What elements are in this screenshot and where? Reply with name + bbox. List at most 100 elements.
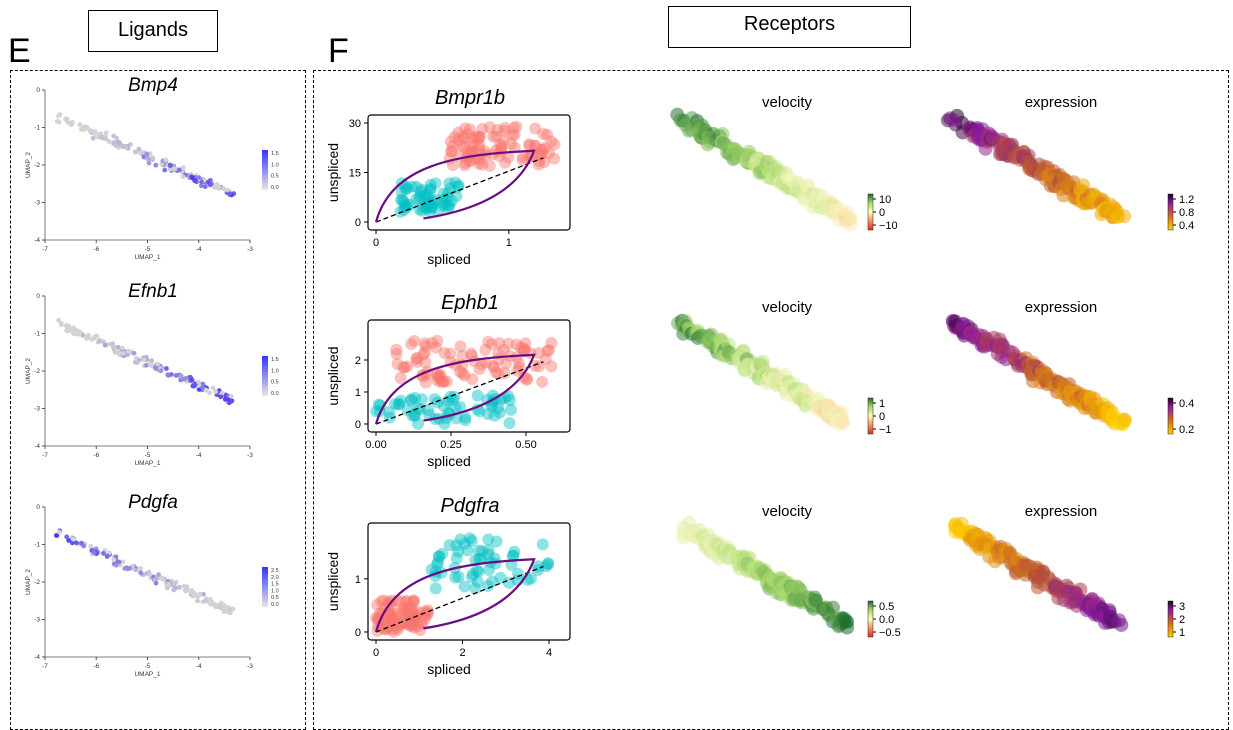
phase-point <box>391 623 404 636</box>
y-tick-label: -3 <box>34 200 40 207</box>
cell-point <box>177 167 182 173</box>
embedding-point <box>1110 209 1125 224</box>
x-axis-label: spliced <box>427 251 471 267</box>
y-axis-label: unspliced <box>325 552 341 611</box>
phase-point <box>407 595 420 608</box>
phase-point <box>436 375 449 388</box>
legend-tick-label: 0.5 <box>271 174 279 180</box>
phase-point <box>424 182 437 195</box>
phase-point <box>465 571 478 584</box>
phase-point <box>461 544 474 557</box>
expression-title: expression <box>1025 503 1098 520</box>
phase-point <box>414 617 427 630</box>
cell-point <box>167 162 173 168</box>
ligand-plot-efnb1: Efnb1 -7 -6 -5 -4 -3 0 -1 -2 -3 -4 UMAP_1 UMAP_2 1.5… <box>25 281 279 467</box>
cell-point <box>199 179 204 185</box>
y-axis-label: unspliced <box>325 346 341 405</box>
phase-point <box>449 571 462 584</box>
phase-point <box>458 369 471 382</box>
phase-point <box>390 347 403 360</box>
cell-point <box>173 373 179 378</box>
y-tick-label: 0 <box>355 217 361 229</box>
phase-point <box>400 604 413 617</box>
cell-point <box>152 365 158 371</box>
x-tick-label: 0.25 <box>440 439 461 451</box>
phase-point <box>416 183 429 196</box>
phase-point <box>377 594 390 607</box>
phase-point <box>459 156 472 169</box>
phase-point <box>431 396 444 409</box>
cell-point <box>81 127 87 133</box>
phase-point <box>431 558 444 571</box>
cell-point <box>133 567 139 573</box>
y-tick-label: -2 <box>34 368 40 375</box>
cell-point <box>209 599 215 605</box>
cell-point <box>155 575 160 581</box>
phase-point <box>409 607 422 620</box>
phase-point <box>394 394 407 407</box>
cell-point <box>96 338 102 344</box>
phase-point <box>473 362 486 375</box>
phase-point <box>393 397 406 410</box>
phase-point <box>463 123 476 136</box>
cell-point <box>210 385 216 391</box>
phase-point <box>481 408 494 421</box>
fitted-trajectory <box>374 353 536 425</box>
phase-point <box>476 545 489 558</box>
phase-point <box>502 151 515 164</box>
phase-point <box>395 193 408 206</box>
phase-point <box>382 595 395 608</box>
phase-point <box>473 157 486 170</box>
phase-point <box>438 375 451 388</box>
phase-point <box>400 595 413 608</box>
phase-point <box>404 600 417 613</box>
phase-point <box>407 594 420 607</box>
velocity-title: velocity <box>762 503 813 520</box>
phase-point <box>398 604 411 617</box>
phase-point <box>431 334 444 347</box>
phase-point <box>548 138 561 151</box>
phase-point <box>489 366 502 379</box>
phase-point <box>419 605 432 618</box>
phase-plot-pdgfra: Pdgfra 0 2 4 0 1 spliced unspliced <box>325 495 571 677</box>
cell-point <box>218 394 224 400</box>
phase-point <box>390 343 403 356</box>
cell-point <box>172 585 178 591</box>
phase-point <box>445 145 458 158</box>
phase-point <box>410 180 423 193</box>
cell-point <box>178 373 184 379</box>
phase-point <box>483 121 496 134</box>
y-axis-label: UMAP_2 <box>25 358 32 384</box>
cell-point <box>221 609 227 615</box>
phase-point <box>529 359 542 372</box>
y-tick-label: -2 <box>34 162 40 169</box>
phase-point <box>466 568 479 581</box>
phase-point <box>445 145 458 158</box>
cell-point <box>155 361 161 367</box>
phase-point <box>467 140 480 153</box>
colorbar-tick-label: −10 <box>879 220 898 232</box>
phase-point <box>506 129 519 142</box>
cell-point <box>146 160 152 166</box>
phase-point <box>529 140 542 153</box>
phase-point <box>470 130 483 143</box>
x-tick-label: 2 <box>459 647 465 659</box>
phase-point <box>406 606 419 619</box>
phase-point <box>404 615 417 628</box>
ligand-plot-pdgfa: Pdgfa -7 -6 -5 -4 -3 0 -1 -2 -3 -4 UMAP_1 UMAP_2 2.5… <box>25 492 279 678</box>
cell-point <box>120 559 126 565</box>
phase-point <box>481 579 494 592</box>
phase-point <box>395 617 408 630</box>
phase-point <box>537 127 550 140</box>
phase-point <box>423 198 436 211</box>
x-tick-label: 1 <box>506 237 512 249</box>
phase-point <box>401 182 414 195</box>
embedding-point <box>841 212 856 227</box>
phase-point <box>407 617 420 630</box>
phase-point <box>413 190 426 203</box>
cell-point <box>165 372 171 378</box>
legend-tick-label: 1.5 <box>271 151 279 157</box>
phase-point <box>438 417 451 430</box>
cell-point <box>64 328 69 333</box>
phase-point <box>410 193 423 206</box>
